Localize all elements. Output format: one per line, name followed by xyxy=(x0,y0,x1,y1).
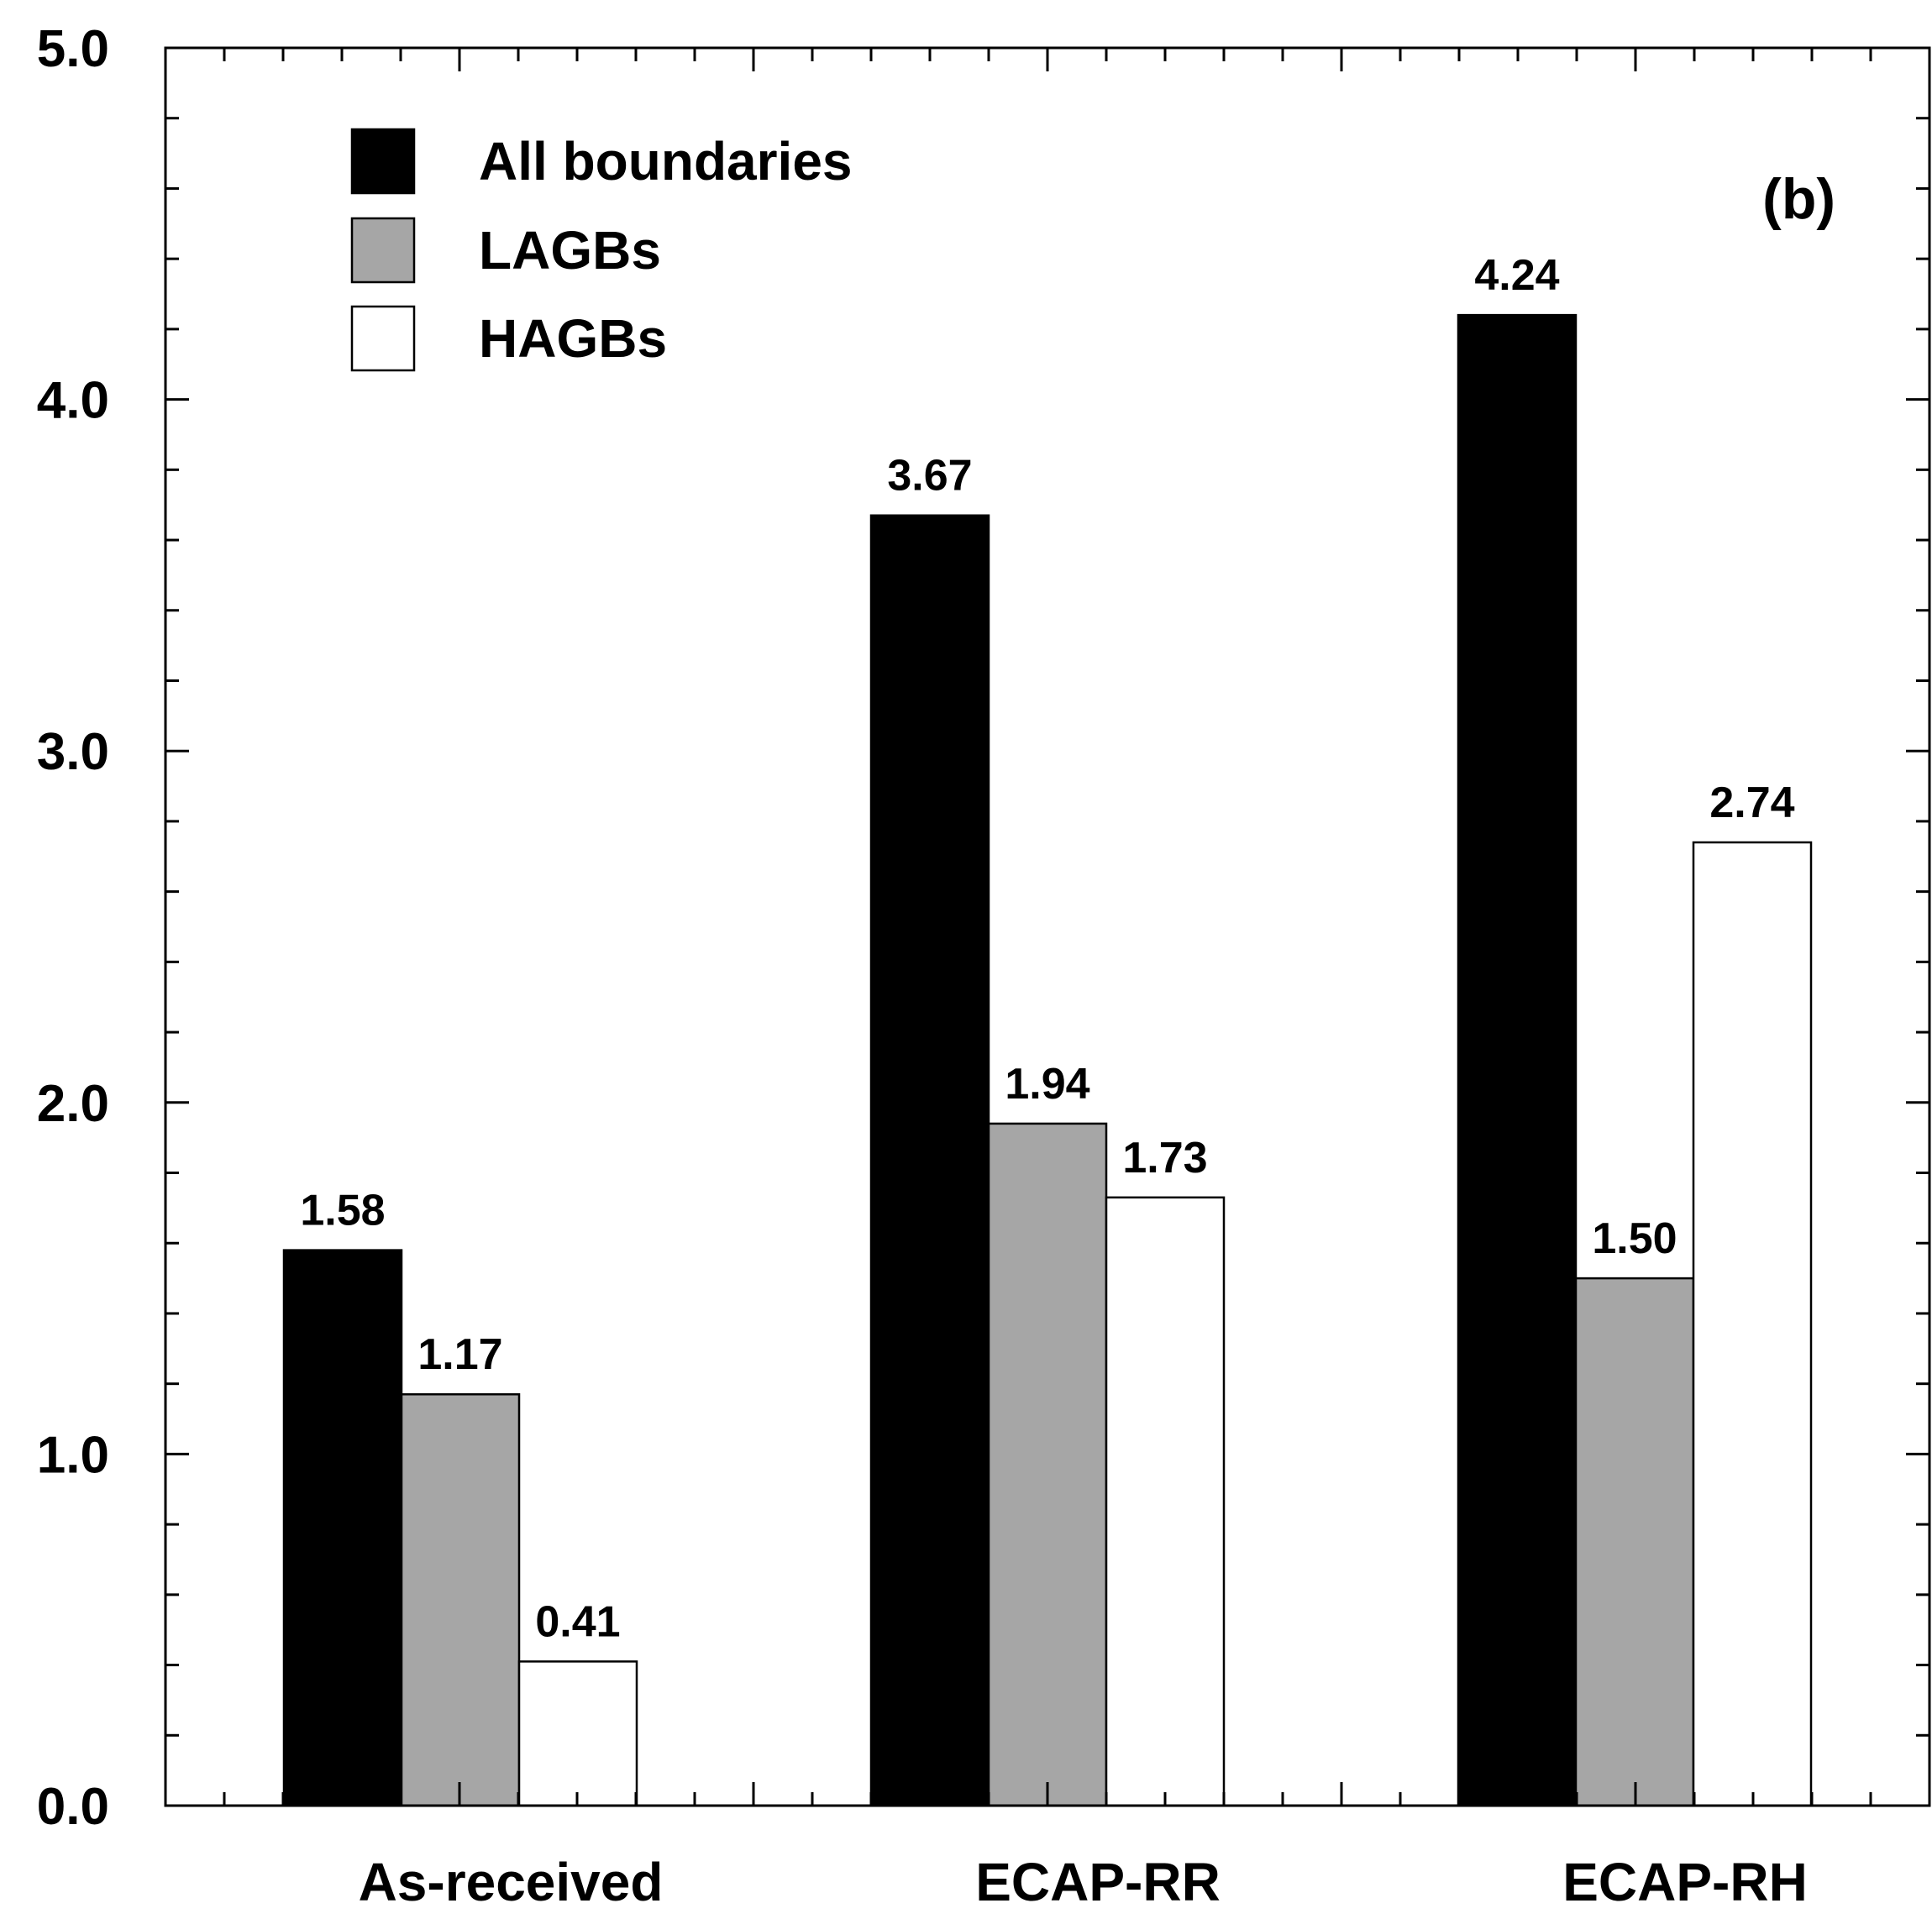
bar-hagbs-as-received xyxy=(517,1660,638,1807)
data-label: 1.73 xyxy=(1122,1134,1207,1182)
axis-ticks xyxy=(165,48,1929,1806)
data-label: 3.67 xyxy=(887,452,972,501)
bar-all-boundaries-as-received xyxy=(282,1249,403,1807)
legend-label: All boundaries xyxy=(479,131,853,191)
y-tick-label: 4.0 xyxy=(37,372,109,430)
bar-all-boundaries-ecap-rr xyxy=(869,514,990,1807)
y-tick-label: 0.0 xyxy=(37,1778,109,1836)
bar-all-boundaries-ecap-rh xyxy=(1457,313,1578,1807)
x-category-label: ECAP-RH xyxy=(1562,1852,1808,1912)
legend-label: HAGBs xyxy=(479,308,667,369)
bar-hagbs-ecap-rr xyxy=(1105,1196,1226,1807)
data-label: 1.58 xyxy=(300,1187,385,1235)
legend-swatch xyxy=(350,128,416,195)
data-label: 4.24 xyxy=(1474,251,1559,300)
x-category-label: ECAP-RR xyxy=(975,1852,1221,1912)
bar-lagbs-ecap-rh xyxy=(1574,1277,1695,1807)
data-label: 2.74 xyxy=(1709,779,1794,827)
y-tick-label: 2.0 xyxy=(37,1075,109,1133)
data-label: 0.41 xyxy=(535,1597,620,1646)
y-tick-label: 3.0 xyxy=(37,723,109,781)
legend-swatch xyxy=(350,217,416,284)
bar-lagbs-ecap-rr xyxy=(987,1122,1108,1807)
bar-lagbs-as-received xyxy=(400,1392,521,1807)
legend-swatch xyxy=(350,305,416,372)
x-axis-category-labels: As-received ECAP-RR ECAP-RH xyxy=(359,1852,1808,1912)
x-category-label: As-received xyxy=(359,1852,664,1912)
data-label: 1.94 xyxy=(1005,1060,1089,1109)
legend-label: LAGBs xyxy=(479,220,661,281)
data-labels: 1.58 3.67 4.24 1.17 1.94 1.50 0.41 1.73 2.74 xyxy=(300,251,1794,1646)
y-tick-label: 5.0 xyxy=(37,20,109,78)
y-tick-label: 1.0 xyxy=(37,1426,109,1484)
legend: All boundaries LAGBs HAGBs xyxy=(350,128,853,372)
data-label: 1.50 xyxy=(1592,1214,1677,1263)
bars xyxy=(282,313,1813,1807)
panel-label: (b) xyxy=(1762,167,1835,231)
data-label: 1.17 xyxy=(417,1330,502,1379)
y-axis-tick-labels: 0.0 1.0 2.0 3.0 4.0 5.0 xyxy=(37,20,109,1836)
bar-hagbs-ecap-rh xyxy=(1692,841,1813,1807)
